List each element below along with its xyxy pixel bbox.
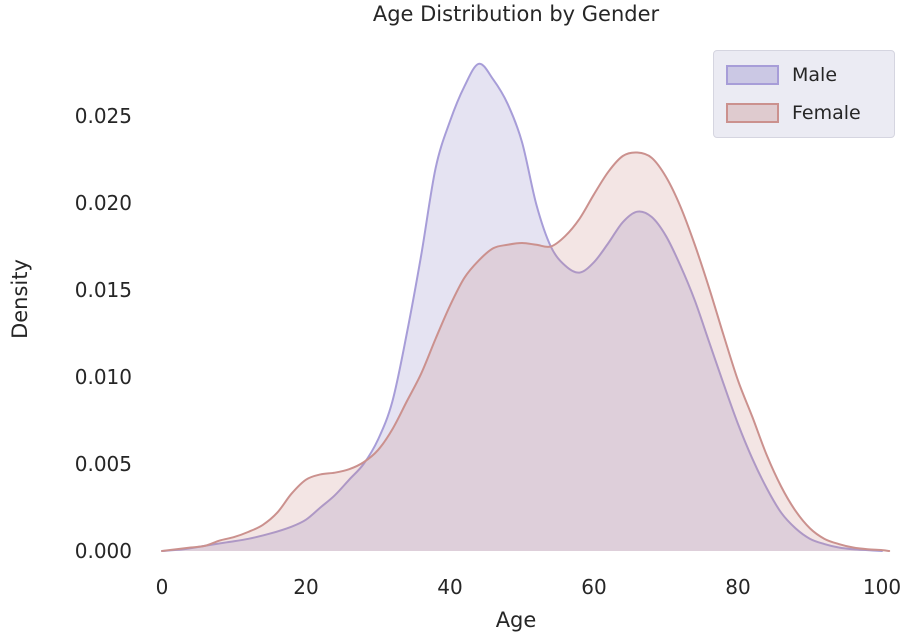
y-tick-label: 0.025 bbox=[74, 104, 132, 128]
x-tick-label: 20 bbox=[293, 575, 319, 599]
female-legend-swatch bbox=[726, 103, 779, 123]
x-axis-label: Age bbox=[495, 608, 537, 632]
x-tick-label: 60 bbox=[581, 575, 607, 599]
y-tick-label: 0.005 bbox=[74, 452, 132, 476]
legend-label-male: Male bbox=[792, 64, 838, 86]
y-tick-label: 0.015 bbox=[74, 278, 132, 302]
chart-title: Age Distribution by Gender bbox=[372, 2, 660, 26]
kde-area-male bbox=[162, 63, 882, 551]
legend-item-female: Female bbox=[726, 94, 882, 132]
legend: Male Female bbox=[713, 50, 895, 138]
y-tick-label: 0.000 bbox=[74, 539, 132, 563]
x-tick-label: 40 bbox=[437, 575, 463, 599]
kde-curve-female bbox=[161, 151, 891, 552]
y-tick-label: 0.010 bbox=[74, 365, 132, 389]
legend-label-female: Female bbox=[792, 102, 861, 124]
x-tick-label: 80 bbox=[725, 575, 751, 599]
male-legend-swatch bbox=[726, 65, 779, 85]
kde-curve-male bbox=[161, 62, 883, 552]
x-tick-label: 100 bbox=[862, 575, 902, 599]
legend-item-male: Male bbox=[726, 56, 882, 94]
y-tick-label: 0.020 bbox=[74, 191, 132, 215]
x-tick-label: 0 bbox=[155, 575, 169, 599]
kde-area-female bbox=[162, 152, 890, 551]
